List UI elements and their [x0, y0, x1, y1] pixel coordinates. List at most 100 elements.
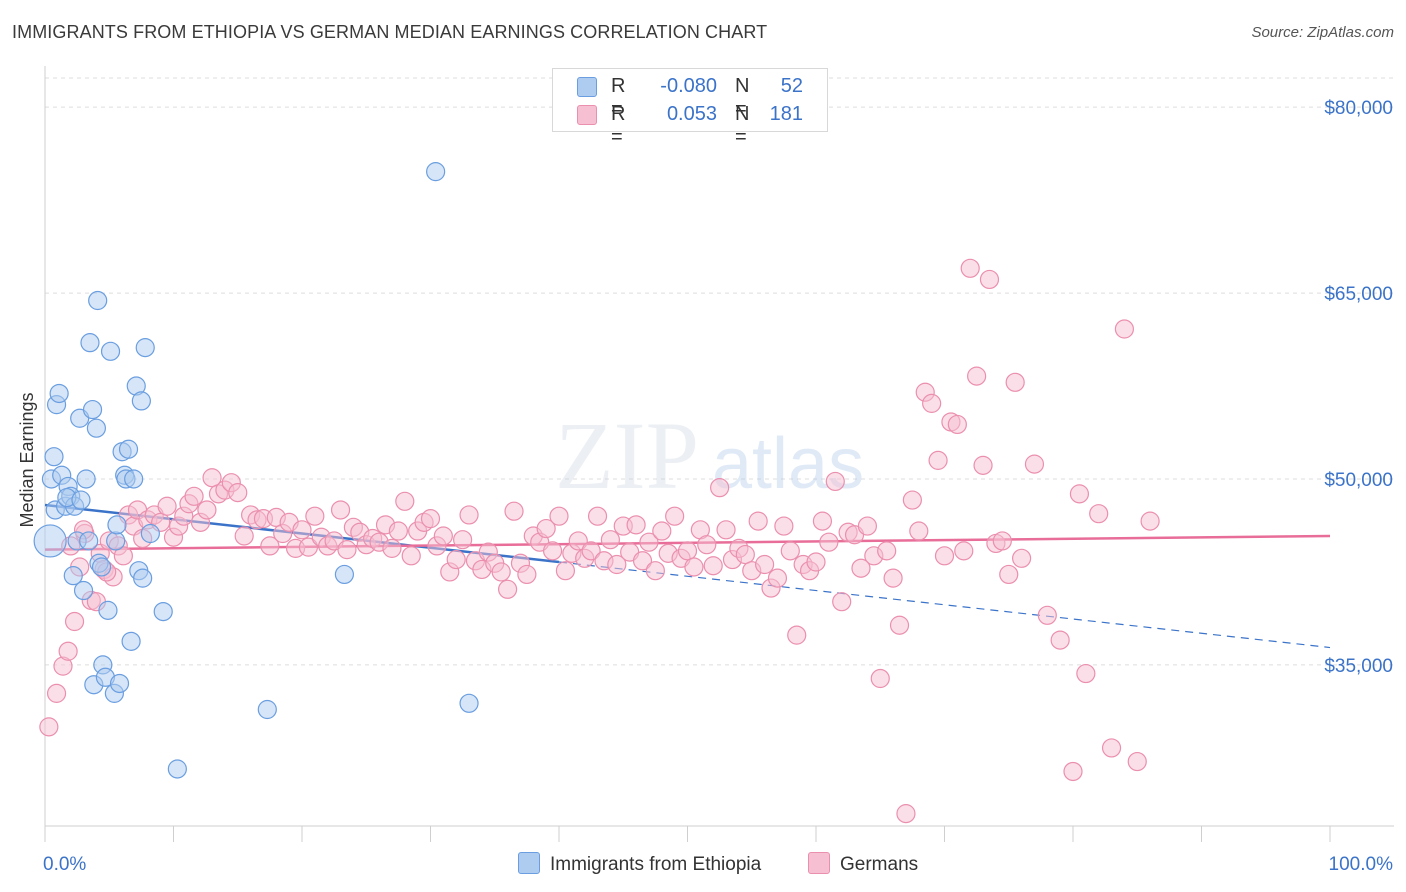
germans-point — [157, 496, 177, 516]
germans-point — [234, 526, 254, 546]
germans-point — [395, 491, 415, 511]
germans-point — [780, 541, 800, 561]
ethiopia-point — [257, 699, 277, 720]
germans-point — [825, 471, 845, 492]
ethiopia-point — [98, 600, 118, 620]
ethiopia-point — [131, 391, 151, 411]
ethiopia-point — [118, 439, 139, 459]
germans-point — [113, 546, 133, 566]
ethiopia-point — [459, 693, 479, 713]
ethiopia-point — [426, 162, 446, 182]
germans-point — [1050, 630, 1070, 650]
data-points — [33, 162, 1160, 824]
germans-point — [960, 258, 980, 278]
germans-point — [337, 540, 357, 560]
trend-lines — [44, 503, 1331, 649]
germans-point — [504, 501, 524, 521]
germans-point — [774, 516, 794, 536]
germans-point — [292, 520, 312, 540]
legend-item-germans[interactable]: Germans — [808, 852, 918, 876]
ethiopia-point — [91, 557, 112, 577]
germans-point — [979, 269, 1000, 290]
germans-point — [298, 537, 319, 557]
ethiopia-point — [124, 469, 144, 489]
germans-point — [665, 506, 685, 526]
germans-point — [184, 486, 204, 506]
germans-point — [46, 683, 67, 703]
germans-point — [1069, 484, 1090, 504]
germans-point — [626, 515, 646, 535]
germans-point — [851, 558, 871, 578]
germans-point — [735, 544, 755, 565]
x-tick-label-max: 100.0% — [1329, 854, 1394, 875]
germans-point — [401, 546, 421, 566]
germans-point — [819, 532, 839, 552]
ethiopia-point — [121, 631, 141, 651]
ethiopia-point — [73, 580, 94, 601]
n-label: N = — [735, 103, 750, 148]
r-value: 0.053 — [666, 103, 717, 125]
germans-point — [677, 541, 698, 561]
y-axis-label: Median Earnings — [17, 392, 37, 527]
germans-point — [684, 557, 704, 577]
n-label: N = — [735, 75, 750, 120]
germans-point — [857, 516, 878, 536]
germans-point — [947, 414, 967, 435]
germans-point — [1063, 761, 1083, 782]
ethiopia-point — [80, 333, 100, 353]
ethiopia-point — [153, 601, 173, 622]
ethiopia-point — [76, 469, 96, 489]
legend-item-ethiopia[interactable]: Immigrants from Ethiopia — [518, 852, 761, 876]
germans-point — [934, 546, 955, 566]
germans-point — [1127, 751, 1147, 772]
source-label: Source: ZipAtlas.com — [1251, 24, 1394, 41]
germans-point — [1037, 605, 1057, 625]
axes — [44, 66, 1394, 842]
germans-point — [420, 509, 441, 529]
ethiopia-point — [107, 515, 127, 535]
ethiopia-point — [140, 523, 160, 544]
germans-point — [716, 520, 736, 540]
germans-point — [928, 450, 948, 470]
germans-point — [896, 804, 916, 824]
germans-point — [587, 506, 608, 526]
y-tick-label: $80,000 — [1324, 98, 1393, 119]
germans-point — [889, 615, 910, 635]
ethiopia-point — [33, 524, 67, 558]
ethiopia-point — [100, 341, 121, 361]
ethiopia-point — [71, 490, 91, 510]
legend-swatch-blue — [518, 852, 540, 874]
germans-point — [652, 521, 672, 541]
germans-point — [909, 521, 929, 541]
germans-point — [1011, 548, 1032, 568]
germans-point — [305, 506, 325, 526]
germans-point — [703, 556, 723, 576]
y-tick-label: $35,000 — [1324, 656, 1393, 677]
chart-title: IMMIGRANTS FROM ETHIOPIA VS GERMAN MEDIA… — [12, 22, 768, 42]
germans-point — [1024, 454, 1045, 474]
ethiopia-point — [79, 531, 99, 551]
germans-point — [228, 483, 248, 503]
legend-label: Germans — [840, 854, 919, 875]
ethiopia-point — [106, 531, 126, 551]
germans-point — [1005, 372, 1025, 392]
germans-point — [388, 521, 408, 541]
germans-point — [754, 554, 775, 575]
legend-swatch-pink — [808, 852, 830, 874]
ethiopia-point — [63, 566, 83, 586]
legend-swatch-blue — [577, 77, 597, 97]
ethiopia-point — [334, 564, 355, 585]
legend-swatch-pink — [577, 105, 597, 125]
grid-lines — [45, 77, 1394, 666]
germans-point — [787, 625, 807, 645]
germans-point — [767, 568, 788, 588]
germans-point — [1114, 319, 1135, 339]
germans-point — [710, 478, 730, 498]
germans-point — [197, 500, 217, 520]
germans-point — [639, 532, 659, 552]
germans-point — [877, 541, 897, 561]
germans-point — [568, 531, 588, 551]
n-value: 181 — [769, 103, 803, 125]
germans-point — [748, 511, 768, 531]
